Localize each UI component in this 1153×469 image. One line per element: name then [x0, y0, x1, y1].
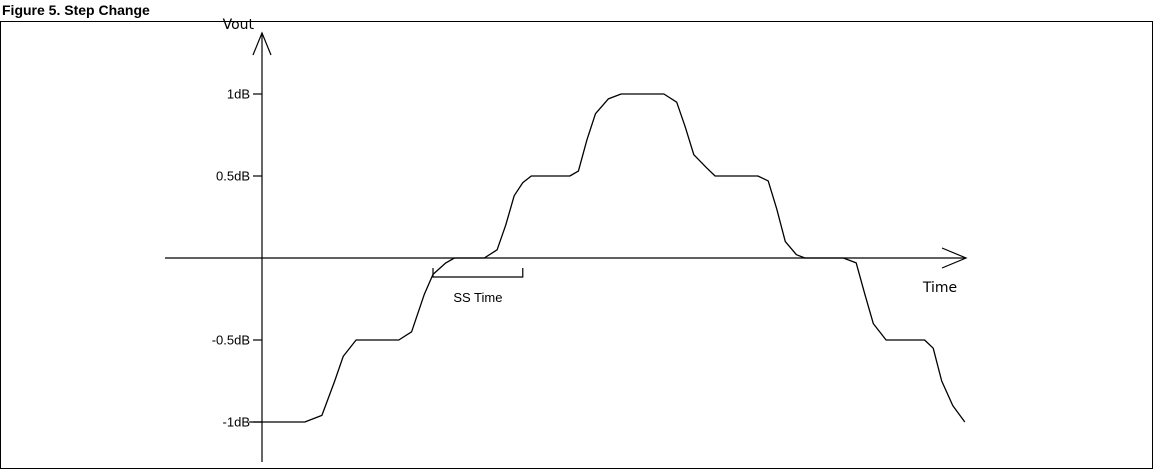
figure-caption: Figure 5. Step Change	[2, 2, 150, 18]
y-tick-label: -0.5dB	[212, 333, 250, 348]
ss-time-bracket	[432, 268, 524, 278]
x-axis-label: Time	[922, 280, 957, 296]
y-axis-label: Vout	[223, 17, 255, 33]
vout-series-line	[249, 93, 966, 423]
ss-time-label: SS Time	[453, 290, 502, 305]
y-tick-label: 1dB	[227, 87, 250, 102]
y-tick-label: 0.5dB	[216, 169, 250, 184]
x-axis-arrowhead	[941, 247, 968, 269]
y-axis-arrowhead	[252, 31, 272, 56]
y-tick-label: -1dB	[223, 415, 250, 430]
